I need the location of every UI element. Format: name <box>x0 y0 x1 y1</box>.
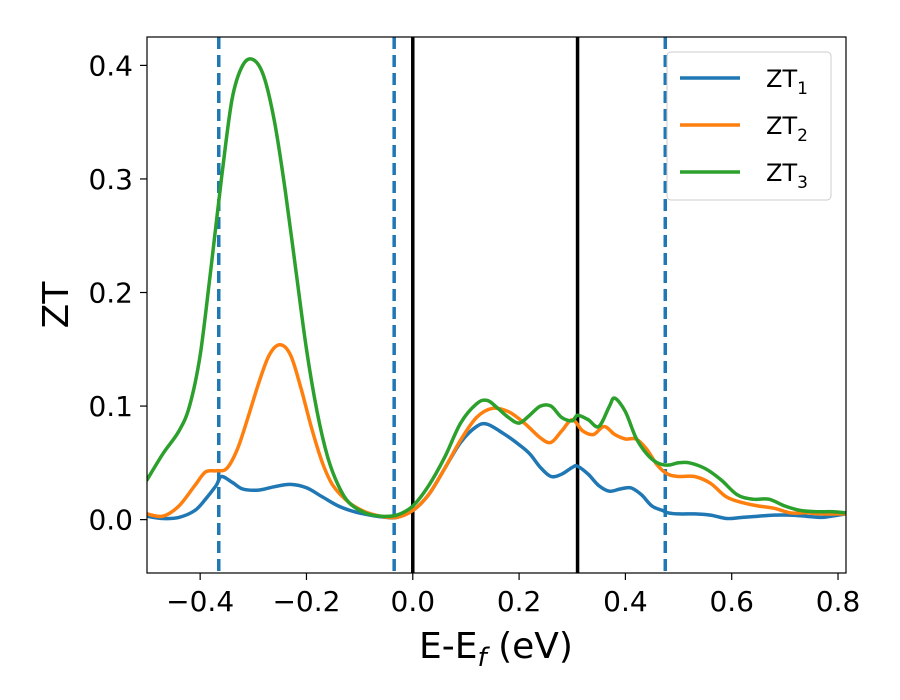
series-lines <box>147 57 846 521</box>
plot-frame <box>146 36 847 574</box>
x-tick-label: −0.4 <box>166 585 234 618</box>
series-line-zt3 <box>147 57 846 519</box>
legend: ZT1 ZT2 ZT3 <box>666 51 832 201</box>
y-tick-label: 0.1 <box>88 390 133 423</box>
legend-label-zt1: ZT1 <box>766 65 808 99</box>
legend-label-zt3: ZT3 <box>766 159 808 193</box>
y-tick-label: 0.2 <box>88 277 133 310</box>
y-tick-label: 0.0 <box>88 504 133 537</box>
reference-lines <box>217 37 668 573</box>
y-axis-ticks: 0.0 0.1 0.2 0.3 0.4 <box>88 49 147 537</box>
x-tick-label: 0.8 <box>816 585 861 618</box>
series-line-zt1 <box>147 421 846 521</box>
x-tick-label: 0.6 <box>709 585 754 618</box>
y-tick-label: 0.4 <box>88 49 133 82</box>
x-axis-label: E-Ef (eV) <box>419 626 573 673</box>
legend-label-zt2: ZT2 <box>766 112 808 146</box>
legend-box <box>666 51 832 201</box>
y-axis-label: ZT <box>36 281 77 329</box>
y-tick-label: 0.3 <box>88 163 133 196</box>
x-tick-label: 0.0 <box>391 585 436 618</box>
x-tick-label: 0.2 <box>497 585 542 618</box>
x-tick-label: −0.2 <box>272 585 340 618</box>
x-axis-ticks: −0.4 −0.2 0.0 0.2 0.4 0.6 0.8 <box>166 573 860 618</box>
x-tick-label: 0.4 <box>603 585 648 618</box>
